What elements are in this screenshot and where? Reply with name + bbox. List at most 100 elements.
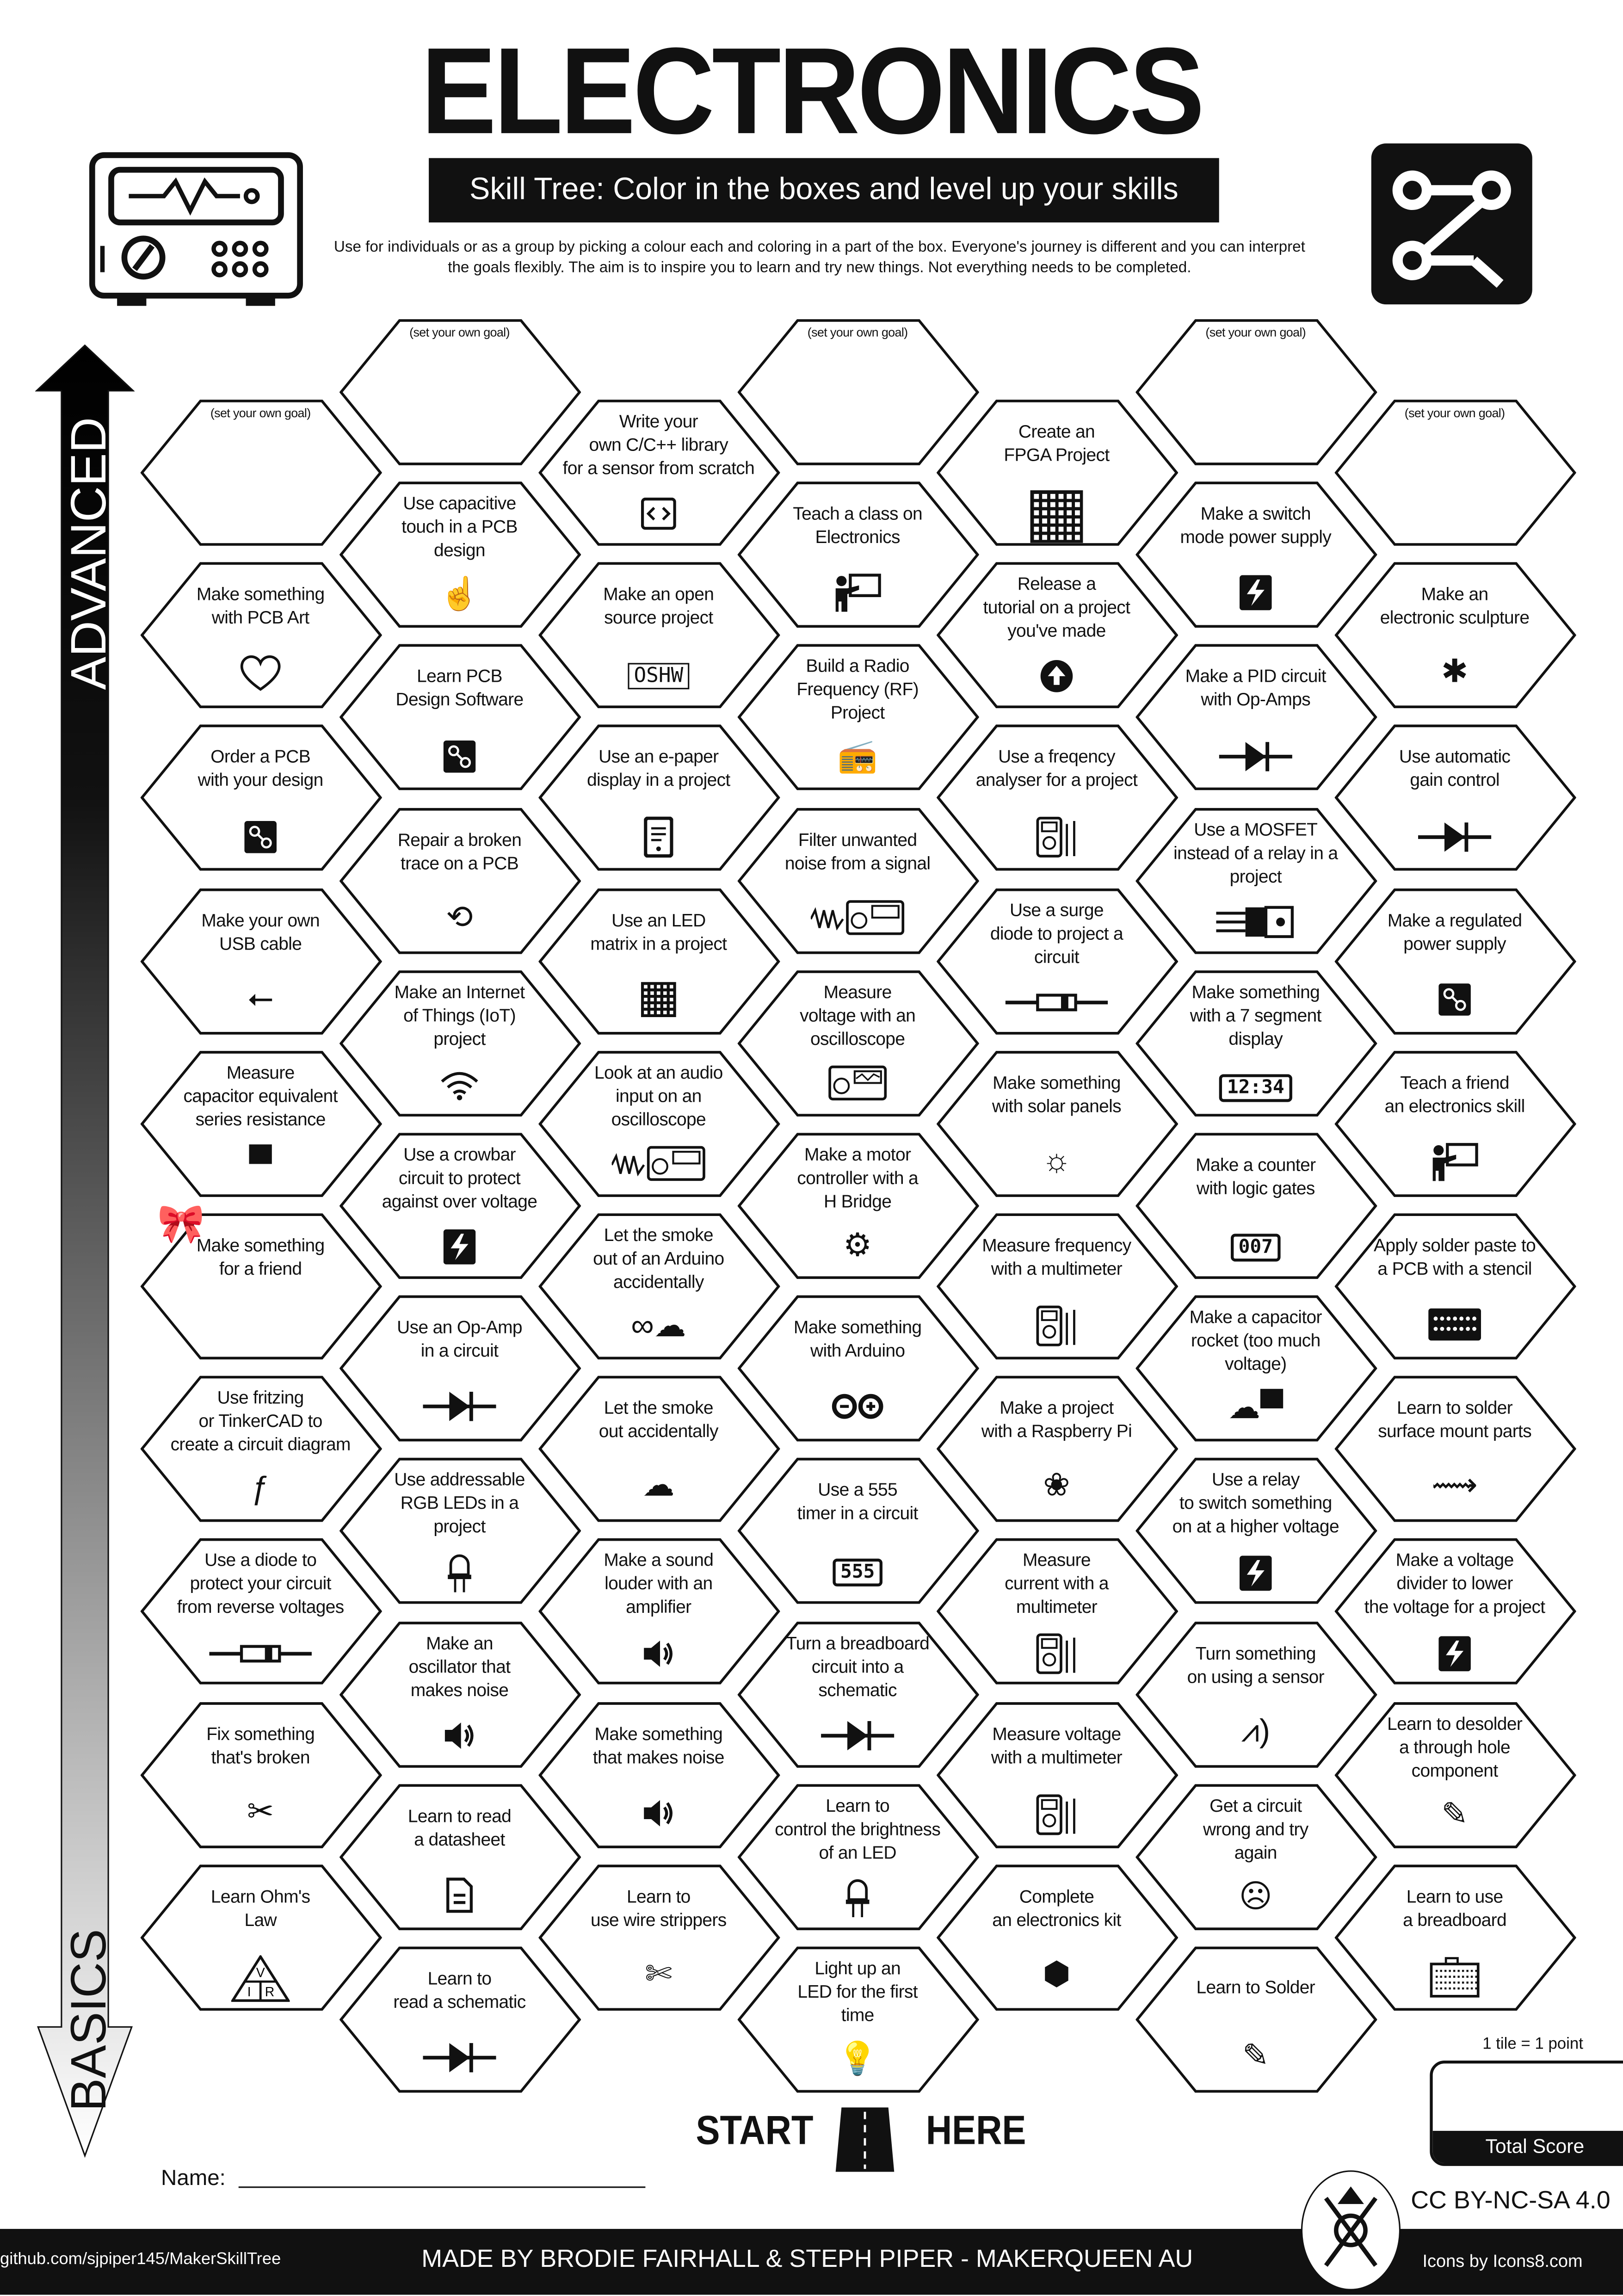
skill-tile[interactable]: Make a sound louder with an amplifier — [537, 1539, 779, 1685]
skill-tile[interactable]: Learn PCB Design Software — [339, 644, 580, 791]
skill-tile[interactable]: Use a MOSFET instead of a relay in a pro… — [1135, 807, 1376, 954]
skill-tile[interactable]: Use a relay to switch something on at a … — [1135, 1458, 1376, 1605]
total-score-field[interactable]: Total Score — [1430, 2061, 1623, 2166]
speaker-icon — [339, 1715, 580, 1753]
skill-tile[interactable]: Apply solder paste to a PCB with a stenc… — [1334, 1213, 1576, 1360]
lightning-icon — [339, 1227, 580, 1265]
tile-label: Measure current with a multimeter — [1005, 1550, 1109, 1618]
skill-tile[interactable]: Make a counter with logic gates 007 — [1135, 1133, 1376, 1279]
tile-label: Get a circuit wrong and try again — [1203, 1795, 1308, 1863]
custom-goal-tile[interactable]: (set your own goal) — [737, 319, 979, 465]
skill-tile[interactable]: Create an FPGA Project — [936, 400, 1178, 546]
skill-tile[interactable]: Make something with solar panels ☼ — [936, 1050, 1178, 1197]
skill-tile[interactable]: Make a project with a Raspberry Pi ❀ — [936, 1376, 1178, 1522]
skill-tile[interactable]: Learn to Solder ✎ — [1135, 1946, 1376, 2093]
skill-tile[interactable]: Turn something on using a sensor ⩘) — [1135, 1621, 1376, 1767]
skill-tile[interactable]: Turn a breadboard circuit into a schemat… — [737, 1621, 979, 1767]
skill-tile[interactable]: Let the smoke out accidentally ☁ — [537, 1376, 779, 1522]
diode-symbol-icon — [737, 1715, 978, 1753]
skill-tile[interactable]: Learn Ohm's Law V I R — [140, 1864, 382, 2011]
skill-tile[interactable]: Make a PID circuit with Op-Amps — [1135, 644, 1376, 791]
tile-label: (set your own goal) — [409, 325, 510, 340]
lightning-icon — [1135, 573, 1376, 611]
tile-label: Build a Radio Frequency (RF) Project — [796, 656, 919, 724]
skill-tile[interactable]: Fix something that's broken ✂ — [140, 1701, 382, 1848]
skill-tile[interactable]: Use a 555 timer in a circuit 555 — [737, 1458, 979, 1605]
skill-tile[interactable]: Build a Radio Frequency (RF) Project 📻 — [737, 644, 979, 791]
skill-tile[interactable]: Make something with Arduino — [737, 1296, 979, 1442]
skill-tile[interactable]: Learn to read a datasheet — [339, 1784, 580, 1930]
skill-tile[interactable]: Use addressable RGB LEDs in a project — [339, 1458, 580, 1605]
skill-tile[interactable]: Use a freqency analyser for a project — [936, 725, 1178, 871]
facepalm-icon: ☹ — [1239, 1877, 1273, 1914]
skill-tile[interactable]: Use capacitive touch in a PCB design ☝ — [339, 481, 580, 628]
skill-tile[interactable]: Look at an audio input on an oscilloscop… — [537, 1050, 779, 1197]
skill-tile[interactable]: Learn to read a schematic — [339, 1946, 580, 2093]
chip-555-icon-text: 555 — [833, 1559, 882, 1587]
name-field[interactable] — [238, 2186, 646, 2188]
tile-label: (set your own goal) — [1404, 405, 1505, 420]
skill-tile[interactable]: Use a crowbar circuit to protect against… — [339, 1133, 580, 1279]
tile-label: Make something with solar panels — [992, 1072, 1122, 1117]
tile-label: Light up an LED for the first time — [797, 1958, 918, 2026]
skill-tile[interactable]: Measure voltage with a multimeter — [936, 1701, 1178, 1848]
mosfet-icon — [1135, 901, 1376, 939]
skill-tile[interactable]: Make something that makes noise — [537, 1701, 779, 1848]
skill-tile[interactable]: Use an Op-Amp in a circuit — [339, 1296, 580, 1442]
skill-tile[interactable]: Release a tutorial on a project you've m… — [936, 562, 1178, 709]
skill-tile[interactable]: Write your own C/C++ library for a senso… — [537, 400, 779, 546]
skill-tile[interactable]: Measure voltage with an oscilloscope — [737, 970, 979, 1117]
skill-tile[interactable]: Light up an LED for the first time 💡 — [737, 1946, 979, 2093]
skill-tile[interactable]: Learn to solder surface mount parts ⟿ — [1334, 1376, 1576, 1522]
skill-tile[interactable]: Make something with a 7 segment display 1… — [1135, 970, 1376, 1117]
skill-tile[interactable]: Make a capacitor rocket (too much voltag… — [1135, 1296, 1376, 1442]
skill-tile[interactable]: Make an open source project OSHW — [537, 562, 779, 709]
custom-goal-tile[interactable]: (set your own goal) — [1334, 400, 1576, 546]
custom-goal-tile[interactable]: (set your own goal) — [339, 319, 580, 465]
tile-label: Use a 555 timer in a circuit — [797, 1480, 919, 1524]
skill-tile[interactable]: Make your own USB cable ⭠ — [140, 888, 382, 1034]
skill-tile[interactable]: Learn to use wire strippers ✄ — [537, 1864, 779, 2011]
skill-tile[interactable]: Repair a broken trace on a PCB ⟲ — [339, 807, 580, 954]
skill-tile[interactable]: Make a switch mode power supply — [1135, 481, 1376, 628]
skill-tile[interactable]: Order a PCB with your design — [140, 725, 382, 871]
skill-tile[interactable]: Use a surge diode to project a circuit — [936, 888, 1178, 1034]
skill-tile[interactable]: Make an electronic sculpture ✱ — [1334, 562, 1576, 709]
skill-tile[interactable]: Measure current with a multimeter — [936, 1539, 1178, 1685]
skill-tile[interactable]: Measure capacitor equivalent series resi… — [140, 1050, 382, 1197]
tile-label: Use addressable RGB LEDs in a project — [394, 1469, 525, 1537]
skill-tile[interactable]: Make a regulated power supply — [1334, 888, 1576, 1034]
skill-tile[interactable]: Learn to use a breadboard — [1334, 1864, 1576, 2011]
skill-tile[interactable]: Make something for a friend 🎀 — [140, 1202, 382, 1360]
skill-tile[interactable]: Learn to desolder a through hole compone… — [1334, 1701, 1576, 1848]
pcb-icon — [339, 735, 580, 773]
skill-tile[interactable]: Filter unwanted noise from a signal — [737, 807, 979, 954]
skill-tile[interactable]: Let the smoke out of an Arduino accident… — [537, 1213, 779, 1360]
skill-tile[interactable]: Get a circuit wrong and try again ☹ — [1135, 1784, 1376, 1930]
skill-tile[interactable]: Make an Internet of Things (IoT) project — [339, 970, 580, 1117]
skill-tile[interactable]: Measure frequency with a multimeter — [936, 1213, 1178, 1360]
skill-tile[interactable]: Complete an electronics kit ⬢ — [936, 1864, 1178, 2011]
skill-tile[interactable]: Make a voltage divider to lower the volt… — [1334, 1539, 1576, 1685]
skill-tile[interactable]: Use an LED matrix in a project — [537, 888, 779, 1034]
skill-tile[interactable]: Make an oscillator that makes noise — [339, 1621, 580, 1767]
skill-tile[interactable]: Make a motor controller with a H Bridge ⚙ — [737, 1133, 979, 1279]
road-icon — [835, 2107, 895, 2172]
skill-tile[interactable]: Use automatic gain control — [1334, 725, 1576, 871]
skill-tile[interactable]: Learn to control the brightness of an LE… — [737, 1784, 979, 1930]
github-link[interactable]: github.com/sjpiper145/MakerSkillTree — [0, 2251, 281, 2269]
skill-tile[interactable]: Use a diode to protect your circuit from… — [140, 1539, 382, 1685]
tile-label: Make something that makes noise — [592, 1723, 725, 1767]
custom-goal-tile[interactable]: (set your own goal) — [140, 400, 382, 546]
skill-tile[interactable]: Teach a friend an electronics skill — [1334, 1050, 1576, 1197]
sculpture-icon: ✱ — [1441, 653, 1469, 690]
skill-tile[interactable]: Use an e-paper display in a project — [537, 725, 779, 871]
tile-label: Use an LED matrix in a project — [590, 909, 727, 954]
skill-tile[interactable]: Make something with PCB Art — [140, 562, 382, 709]
custom-goal-tile[interactable]: (set your own goal) — [1135, 319, 1376, 465]
skill-tile[interactable]: Use fritzing or TinkerCAD to create a ci… — [140, 1376, 382, 1522]
tile-label: Make something with PCB Art — [196, 584, 325, 628]
pcb-icon — [140, 816, 381, 854]
skill-tile[interactable]: Teach a class on Electronics — [737, 481, 979, 628]
